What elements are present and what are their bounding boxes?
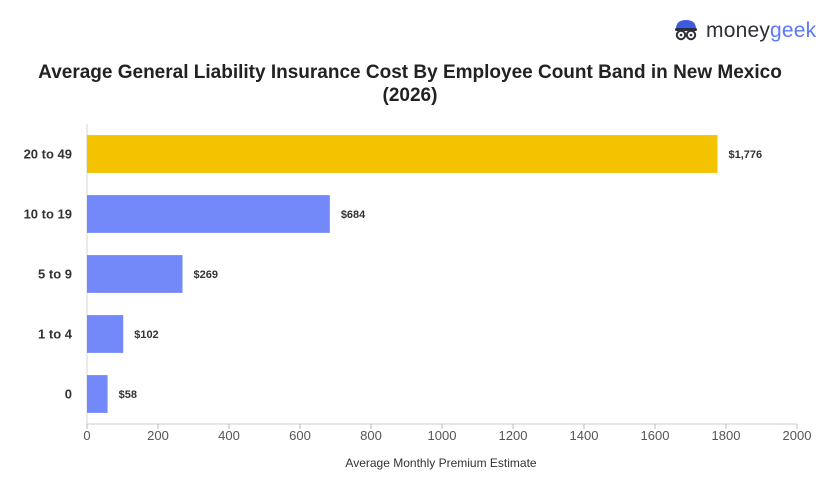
data-label: $684: [341, 209, 366, 221]
category-label: 1 to 4: [38, 327, 73, 342]
bar: [87, 195, 330, 233]
x-tick-label: 0: [83, 428, 90, 443]
category-label: 20 to 49: [24, 147, 72, 162]
x-tick-label: 600: [289, 428, 311, 443]
category-label: 5 to 9: [38, 267, 72, 282]
category-label: 10 to 19: [24, 207, 72, 222]
moneygeek-mascot-icon: [675, 20, 697, 41]
x-axis-title: Average Monthly Premium Estimate: [345, 456, 537, 470]
chart-title: Average General Liability Insurance Cost…: [38, 62, 782, 106]
x-tick-label: 1800: [712, 428, 741, 443]
bar: [87, 135, 718, 173]
x-tick-label: 800: [360, 428, 382, 443]
bar: [87, 255, 183, 293]
brand-wordmark: moneygeek: [706, 20, 816, 41]
data-label: $58: [119, 389, 137, 401]
bar: [87, 375, 108, 413]
brand-name-part1: money: [706, 18, 771, 42]
data-label: $1,776: [728, 149, 762, 161]
data-label: $269: [193, 269, 217, 281]
data-label: $102: [134, 329, 158, 341]
bar: [87, 315, 124, 353]
x-tick-label: 1400: [570, 428, 599, 443]
x-tick-label: 200: [147, 428, 169, 443]
category-label: 0: [65, 387, 72, 402]
x-tick-label: 1600: [641, 428, 670, 443]
x-tick-label: 1200: [499, 428, 528, 443]
brand-name-part2: geek: [770, 18, 817, 42]
x-tick-label: 2000: [783, 428, 812, 443]
x-tick-label: 1000: [428, 428, 457, 443]
brand-logo: moneygeek: [672, 18, 816, 42]
x-tick-label: 400: [218, 428, 240, 443]
